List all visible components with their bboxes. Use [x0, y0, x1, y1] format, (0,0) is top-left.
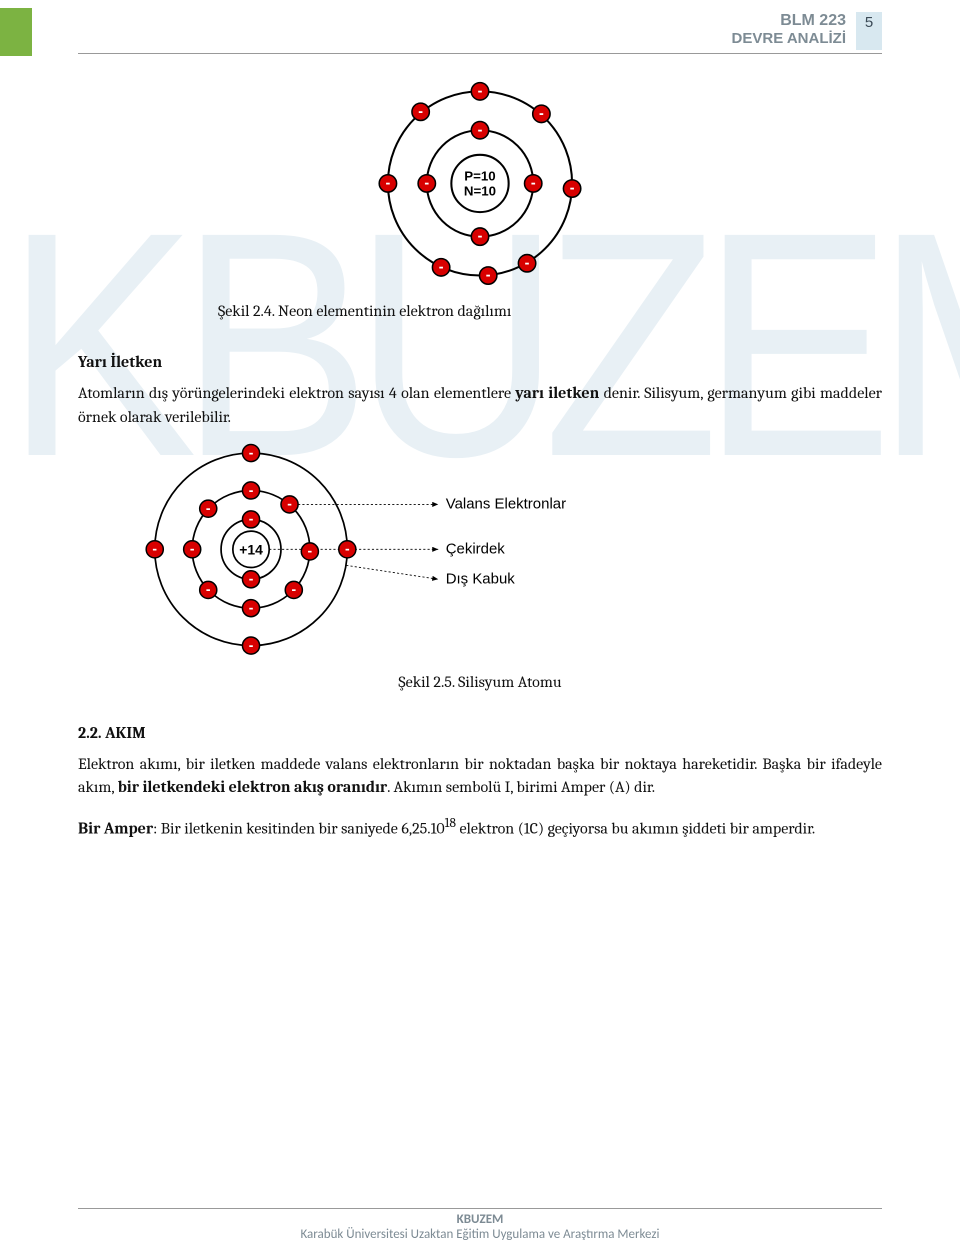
svg-text:-: - [152, 540, 157, 556]
neon-nucleus-n: N=10 [464, 184, 496, 199]
course-code: BLM 223 [732, 12, 846, 30]
page-number: 5 [856, 12, 882, 50]
svg-text:-: - [486, 268, 491, 284]
course-name: DEVRE ANALİZİ [732, 30, 846, 47]
svg-text:-: - [478, 229, 483, 245]
svg-text:-: - [291, 581, 296, 597]
svg-text:-: - [249, 599, 254, 615]
svg-text:-: - [439, 259, 444, 275]
svg-text:-: - [287, 495, 292, 511]
svg-text:-: - [249, 570, 254, 586]
svg-text:-: - [525, 255, 530, 271]
label-valans: Valans Elektronlar [446, 495, 566, 512]
svg-text:-: - [249, 637, 254, 653]
page-footer: KBUZEM Karabük Üniversitesi Uzaktan Eğit… [0, 1208, 960, 1242]
svg-text:-: - [345, 540, 350, 556]
svg-text:-: - [539, 106, 544, 122]
svg-text:-: - [478, 122, 483, 138]
svg-text:-: - [308, 542, 313, 558]
svg-text:-: - [418, 104, 423, 120]
svg-text:-: - [249, 510, 254, 526]
svg-text:-: - [386, 176, 391, 192]
section-yari-iletken: Yarı İletken [78, 351, 882, 374]
para-amper: Bir Amper: Bir iletkenin kesitinden bir … [78, 814, 882, 841]
svg-text:-: - [424, 176, 429, 192]
svg-text:-: - [531, 176, 536, 192]
footer-kbuzem: KBUZEM [0, 1212, 960, 1227]
svg-text:-: - [190, 540, 195, 556]
label-diskabuk: Dış Kabuk [446, 570, 516, 587]
footer-university: Karabük Üniversitesi Uzaktan Eğitim Uygu… [0, 1227, 960, 1242]
neon-caption: Şekil 2.4. Neon elementinin elektron dağ… [78, 300, 882, 323]
silicon-atom-diagram: Valans Elektronlar Çekirdek Dış Kabuk +1… [98, 437, 618, 667]
para-yari-iletken: Atomların dış yörüngelerindeki elektron … [78, 382, 882, 428]
neon-nucleus-p: P=10 [464, 168, 495, 183]
silicon-nucleus: +14 [239, 541, 263, 557]
svg-text:-: - [206, 581, 211, 597]
svg-text:-: - [570, 181, 575, 197]
label-cekirdek: Çekirdek [446, 540, 506, 557]
svg-text:-: - [206, 500, 211, 516]
section-akim: 2.2. AKIM [78, 722, 882, 745]
silicon-caption: Şekil 2.5. Silisyum Atomu [78, 671, 882, 694]
para-akim-1: Elektron akımı, bir iletken maddede vala… [78, 753, 882, 799]
svg-text:-: - [249, 482, 254, 498]
page-header: BLM 223 DEVRE ANALİZİ 5 [78, 12, 882, 54]
svg-text:-: - [249, 444, 254, 460]
svg-text:-: - [478, 83, 483, 99]
neon-atom-diagram: P=10 N=10 - - - - - - - - - - - - [310, 76, 650, 296]
